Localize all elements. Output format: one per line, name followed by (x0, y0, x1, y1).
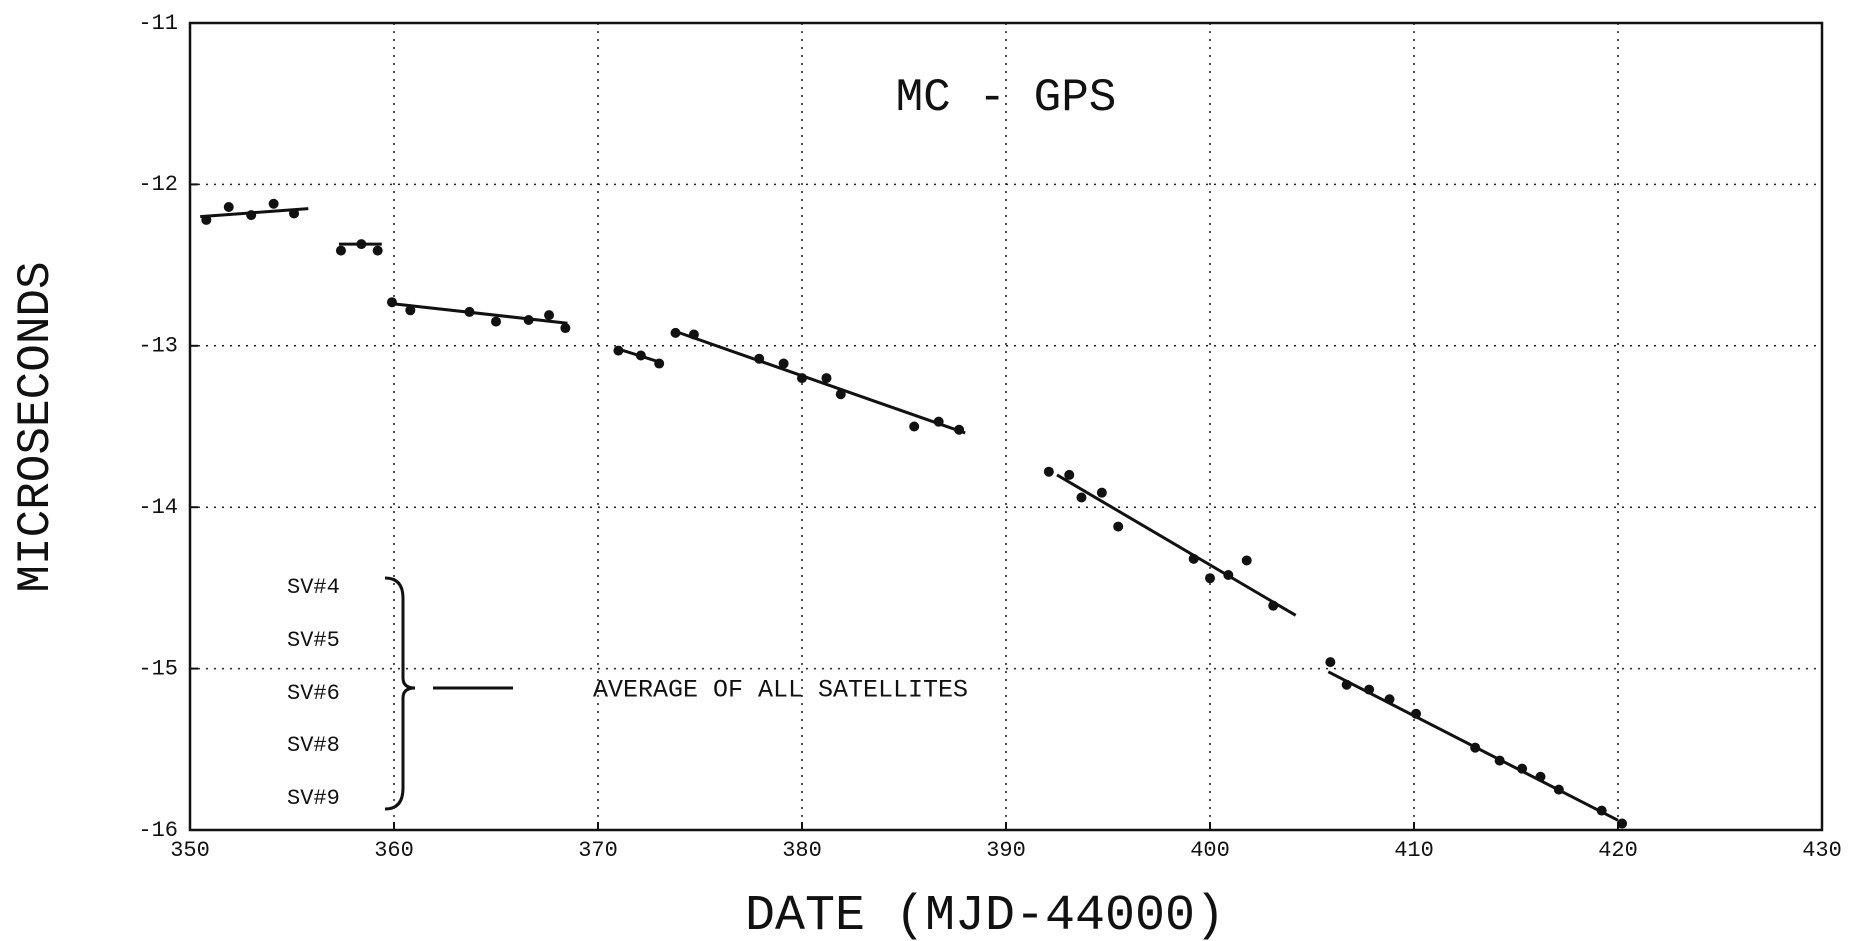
point (1470, 742, 1481, 753)
point (1617, 818, 1628, 829)
x-tick-label: 380 (782, 838, 822, 863)
y-tick-label: -12 (138, 172, 178, 197)
x-tick-label: 430 (1802, 838, 1842, 863)
point (613, 345, 624, 356)
legend-label: AVERAGE OF ALL SATELLITES (593, 676, 968, 705)
plot-frame (188, 21, 1824, 832)
y-tick-label: -13 (138, 334, 178, 359)
x-tick-label: 360 (374, 838, 414, 863)
point (1223, 569, 1234, 580)
point (797, 373, 807, 384)
legend-satellite: SV#4 (287, 575, 340, 600)
point (933, 416, 944, 427)
x-tick-label: 420 (1598, 838, 1638, 863)
y-tick-label: -16 (138, 818, 178, 843)
point (778, 358, 789, 369)
point (1341, 679, 1352, 690)
legend-satellite: SV#8 (287, 733, 340, 758)
point (1364, 684, 1375, 695)
point (821, 373, 832, 384)
point (201, 214, 212, 225)
point (1553, 784, 1564, 795)
point (372, 245, 383, 256)
fit-line (393, 302, 568, 325)
point (1411, 708, 1422, 719)
point (491, 316, 501, 327)
point (523, 314, 534, 325)
point (670, 327, 681, 338)
point (1205, 573, 1215, 584)
x-tick-label: 370 (578, 838, 618, 863)
point (1096, 487, 1107, 498)
point (1188, 553, 1199, 564)
legend-satellite: SV#5 (287, 628, 340, 653)
point (544, 310, 555, 321)
point (289, 208, 300, 219)
point (1517, 763, 1528, 774)
fit-line (1056, 473, 1297, 617)
legend-satellite: SV#9 (287, 786, 340, 811)
point (405, 305, 416, 316)
point (386, 297, 397, 308)
x-tick-label: 400 (1190, 838, 1230, 863)
legend-brace (384, 576, 416, 811)
point (1384, 694, 1395, 705)
point (268, 198, 279, 209)
y-axis-label: MICROSECONDS (10, 261, 62, 592)
point (1241, 555, 1252, 566)
legend-satellite: SV#6 (287, 681, 340, 706)
point (754, 353, 765, 364)
point (835, 389, 846, 400)
point (246, 210, 257, 221)
point (1043, 466, 1054, 477)
x-tick-label: 410 (1394, 838, 1434, 863)
fit-line (679, 331, 966, 435)
x-axis-label: DATE (MJD-44000) (745, 888, 1225, 941)
point (335, 245, 346, 256)
point (1596, 805, 1607, 816)
x-tick-label: 350 (170, 838, 210, 863)
point (560, 323, 571, 334)
point (1535, 771, 1546, 782)
point (635, 350, 646, 361)
point (223, 201, 234, 212)
y-tick-label: -11 (138, 11, 178, 36)
point (688, 329, 699, 340)
point (909, 421, 920, 432)
point (1064, 469, 1075, 480)
point (654, 358, 665, 369)
y-tick-label: -15 (138, 656, 178, 681)
x-tick-label: 390 (986, 838, 1026, 863)
point (1113, 521, 1124, 532)
y-tick-label: -14 (138, 495, 178, 520)
point (1268, 600, 1279, 611)
point (464, 306, 475, 317)
point (356, 239, 367, 250)
point (1494, 755, 1505, 766)
point (1076, 492, 1087, 503)
point (1325, 657, 1336, 668)
point (954, 424, 965, 435)
